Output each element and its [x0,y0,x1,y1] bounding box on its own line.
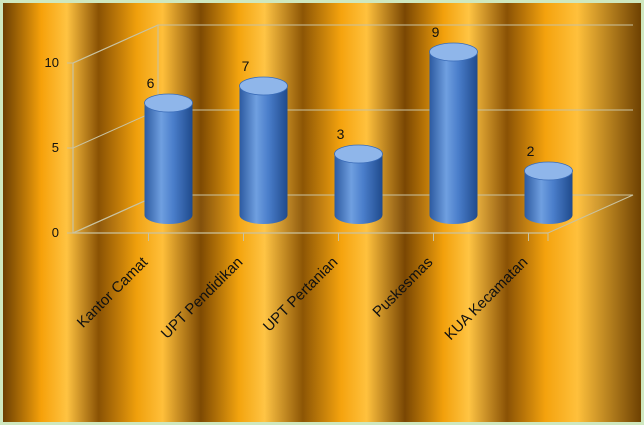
y-tick-label: 10 [45,55,59,70]
y-tick-label: 0 [52,225,59,240]
bar-top [144,93,193,113]
y-axis-ticks: 0 5 10 [45,55,73,240]
data-label: 9 [432,24,440,40]
x-tick-label: UPT Pendidikan [158,254,246,342]
x-tick-label: KUA Kecamatan [441,254,531,344]
data-label: 2 [527,143,535,159]
data-label: 3 [337,126,345,142]
y-tick-label: 5 [52,140,59,155]
bar-top [239,76,288,96]
x-tick-label: UPT Pertanian [260,254,341,335]
bar-top [524,161,573,181]
data-label: 6 [147,75,155,91]
bar-chart: 0 5 10 6 7 3 9 2 Kantor Camat UPT Pendidikan UPT… [45,24,634,344]
x-tick-label: Puskesmas [369,254,436,321]
bar [429,42,478,224]
bar-body [334,154,383,224]
bars [144,42,573,224]
bar [144,93,193,224]
data-label: 7 [242,58,250,74]
bar [334,144,383,224]
gridline [72,24,633,64]
bar-top [429,42,478,62]
bar [239,76,288,224]
bar [524,161,573,224]
x-tick-label: Kantor Camat [74,253,152,331]
bar-body [239,86,288,224]
bar-body [429,52,478,224]
bar-body [524,171,573,224]
bar-body [144,103,193,224]
x-axis-categories: Kantor Camat UPT Pendidikan UPT Pertanian P… [74,233,549,344]
bar-top [334,144,383,164]
data-labels: 6 7 3 9 2 [147,24,535,159]
